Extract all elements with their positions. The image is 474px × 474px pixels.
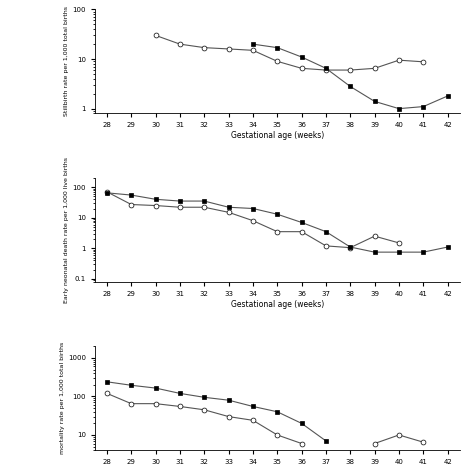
X-axis label: Gestational age (weeks): Gestational age (weeks)	[231, 300, 324, 309]
Y-axis label: Stillbirth rate per 1,000 total births: Stillbirth rate per 1,000 total births	[64, 7, 70, 117]
Y-axis label: Early neonatal death rate per 1,000 live births: Early neonatal death rate per 1,000 live…	[64, 157, 70, 303]
Y-axis label: mortality rate per 1,000 total births: mortality rate per 1,000 total births	[60, 342, 65, 455]
X-axis label: Gestational age (weeks): Gestational age (weeks)	[231, 131, 324, 140]
